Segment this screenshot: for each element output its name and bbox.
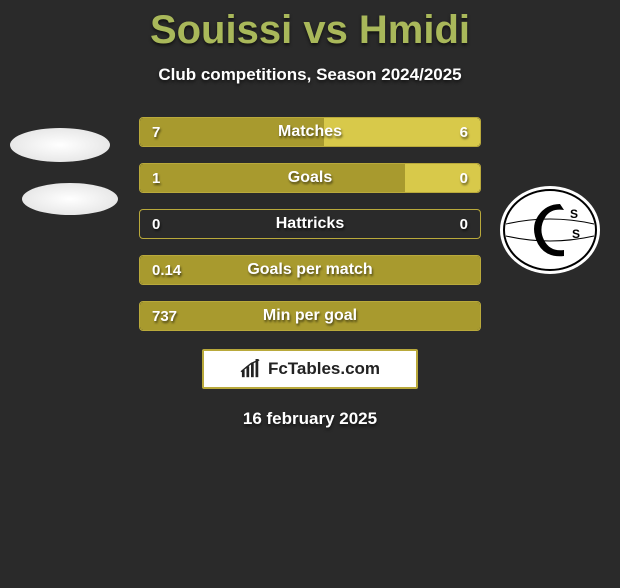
stat-label: Goals per match: [140, 261, 480, 279]
stat-value-right: 0: [460, 216, 468, 233]
player-left-logo-ellipse-1: [10, 128, 110, 162]
stat-row: 0Hattricks0: [139, 209, 481, 239]
stat-label: Min per goal: [140, 307, 480, 325]
stat-row: 1Goals0: [139, 163, 481, 193]
player-right-club-logo: S S: [500, 186, 600, 274]
brand-text: FcTables.com: [268, 359, 380, 379]
svg-text:S: S: [570, 207, 578, 221]
stat-label: Hattricks: [140, 215, 480, 233]
page-title: Souissi vs Hmidi: [0, 8, 620, 53]
stat-row: 7Matches6: [139, 117, 481, 147]
stat-label: Goals: [140, 169, 480, 187]
stat-row: 0.14Goals per match: [139, 255, 481, 285]
stat-value-right: 0: [460, 170, 468, 187]
date-text: 16 february 2025: [0, 409, 620, 429]
brand-box[interactable]: FcTables.com: [202, 349, 418, 389]
stat-row: 737Min per goal: [139, 301, 481, 331]
player-left-logo-ellipse-2: [22, 183, 118, 215]
subtitle: Club competitions, Season 2024/2025: [0, 65, 620, 85]
bar-chart-icon: [240, 359, 262, 379]
css-club-badge-icon: S S: [500, 186, 600, 274]
stat-label: Matches: [140, 123, 480, 141]
stat-value-right: 6: [460, 124, 468, 141]
